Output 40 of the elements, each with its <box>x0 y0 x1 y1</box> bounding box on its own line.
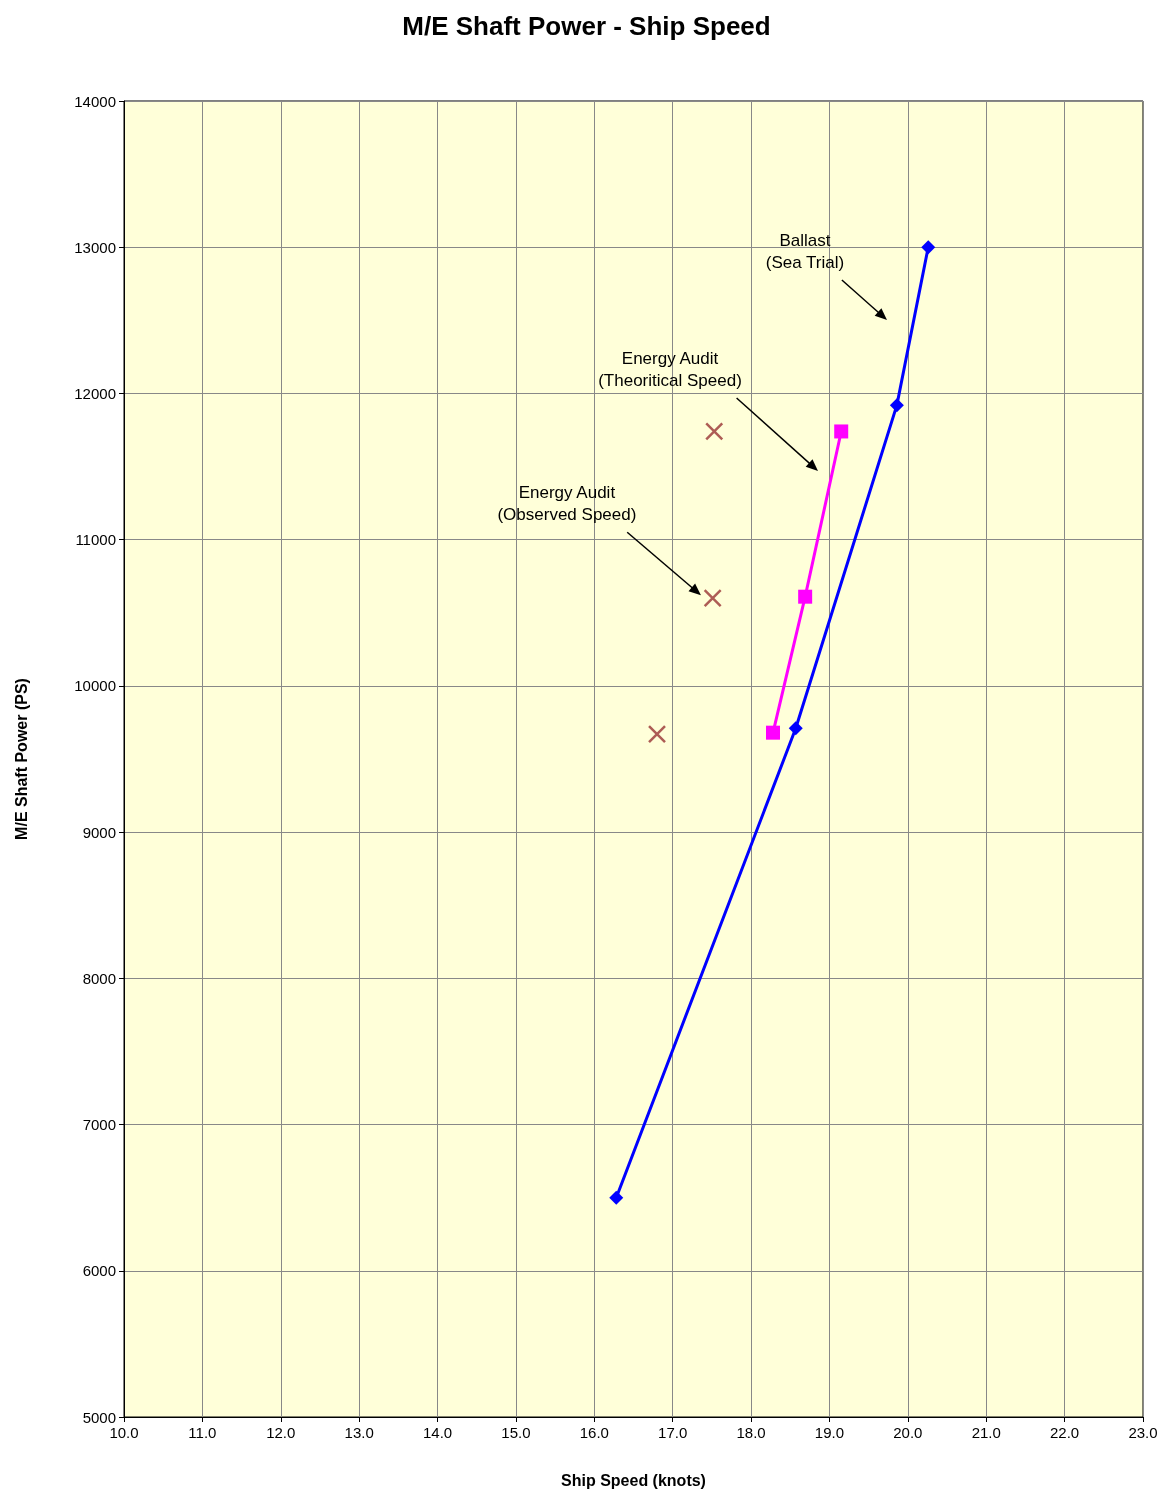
annotation: Ballast (Sea Trial) <box>765 231 845 273</box>
x-tick-label: 10.0 <box>109 1424 139 1441</box>
point <box>766 725 781 740</box>
chart-title: M/E Shaft Power - Ship Speed <box>402 11 771 41</box>
y-tick-label: 13000 <box>74 238 116 256</box>
y-tick-label: 9000 <box>82 823 116 841</box>
annotation: Energy Audit (Theoritical Speed) <box>598 349 742 391</box>
x-tick-label: 19.0 <box>814 1424 845 1441</box>
point <box>889 398 904 413</box>
x-tick-label: 17.0 <box>658 1424 688 1441</box>
y-tick-label: 6000 <box>82 1262 116 1280</box>
y-tick-label: 12000 <box>74 384 116 402</box>
x-tick-label: 22.0 <box>1050 1424 1080 1441</box>
annotation: Energy Audit (Observed Speed) <box>497 483 637 525</box>
x-tick-label: 16.0 <box>579 1424 609 1441</box>
point <box>788 721 803 736</box>
x-tick-label: 13.0 <box>344 1424 374 1441</box>
y-axis-title: M/E Shaft Power (PS) <box>12 678 30 840</box>
x-tick-label: 15.0 <box>501 1424 531 1441</box>
y-tick-label: 11000 <box>75 531 116 549</box>
point <box>834 424 849 439</box>
x-tick-label: 11.0 <box>188 1424 217 1441</box>
x-tick-label: 20.0 <box>893 1424 923 1441</box>
point <box>647 724 667 744</box>
x-tick-label: 14.0 <box>422 1424 453 1441</box>
point <box>704 422 724 441</box>
x-axis-title: Ship Speed (knots) <box>561 1471 706 1489</box>
y-tick-label: 8000 <box>82 969 116 987</box>
point <box>703 588 722 608</box>
x-tick-label: 18.0 <box>736 1424 766 1441</box>
y-tick-label: 5000 <box>82 1408 116 1426</box>
x-tick-label: 23.0 <box>1128 1424 1158 1441</box>
point <box>609 1190 624 1205</box>
point <box>798 589 813 604</box>
y-tick-label: 7000 <box>82 1116 116 1134</box>
x-tick-label: 12.0 <box>266 1424 296 1441</box>
y-tick-label: 14000 <box>74 92 116 110</box>
y-tick-label: 10000 <box>74 677 116 695</box>
x-tick-label: 21.0 <box>971 1424 1001 1441</box>
point <box>921 240 936 255</box>
